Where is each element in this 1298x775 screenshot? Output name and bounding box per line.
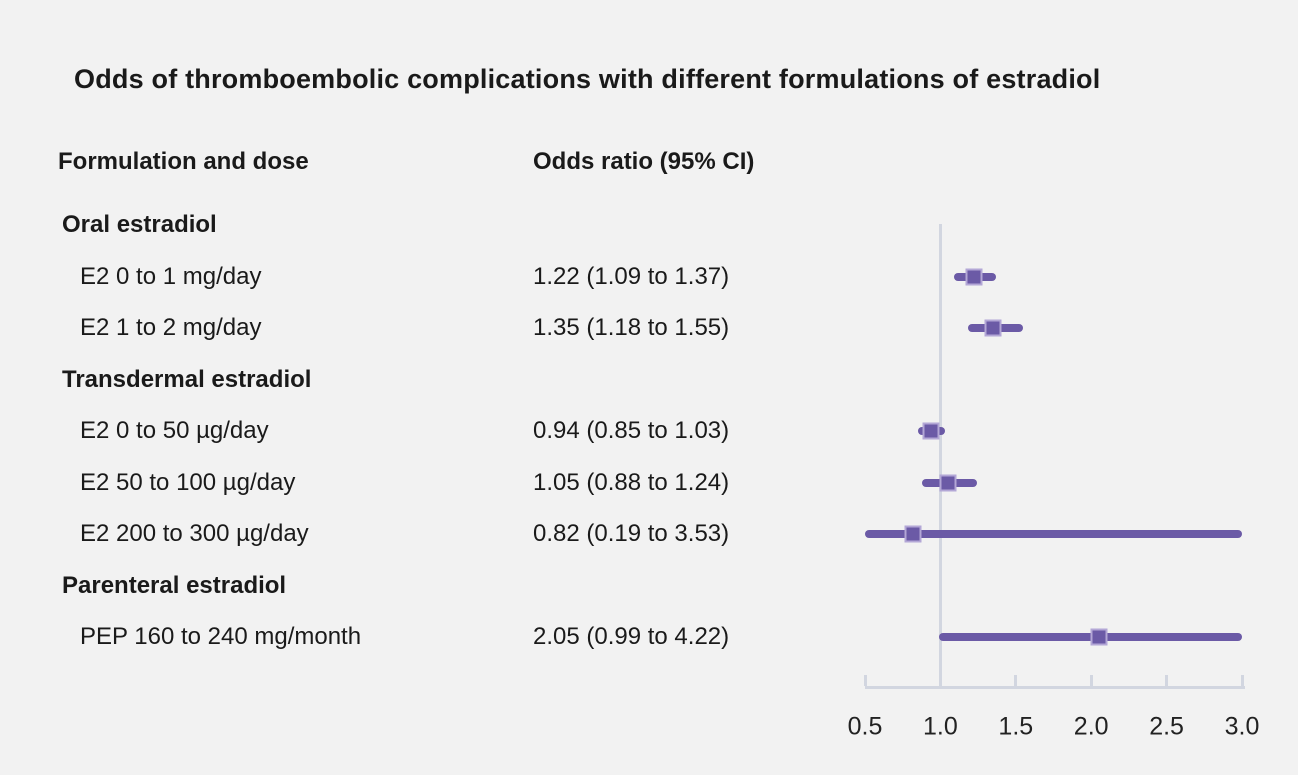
odds-ratio-value: 0.82 (0.19 to 3.53) — [533, 520, 730, 547]
column-header-formulation: Formulation and dose — [58, 148, 309, 175]
odds-ratio-value: 1.22 (1.09 to 1.37) — [533, 262, 730, 290]
x-axis-tick-label: 0.5 — [847, 712, 883, 741]
group-label: Transdermal estradiol — [62, 365, 312, 393]
point-estimate-marker — [965, 268, 983, 285]
confidence-interval-bar — [865, 530, 1242, 538]
row-label: E2 0 to 50 µg/day — [80, 417, 269, 444]
x-axis-tick — [1240, 674, 1244, 686]
odds-ratio-value: 1.05 (0.88 to 1.24) — [533, 468, 730, 496]
x-axis-tick — [1089, 674, 1093, 686]
row-label: E2 1 to 2 mg/day — [80, 314, 262, 341]
x-axis-tick — [938, 674, 942, 686]
x-axis-tick — [1165, 674, 1169, 686]
odds-ratio-value: 2.05 (0.99 to 4.22) — [533, 623, 730, 650]
x-axis-line — [865, 685, 1245, 689]
column-header-odds-ratio: Odds ratio (95% CI) — [533, 148, 755, 175]
x-axis-tick — [1014, 674, 1018, 686]
point-estimate-marker — [922, 422, 940, 440]
row-label: PEP 160 to 240 mg/month — [80, 623, 362, 650]
point-estimate-marker — [939, 474, 957, 491]
x-axis-tick-label: 1.0 — [923, 712, 958, 741]
x-axis-tick-label: 2.0 — [1073, 712, 1109, 741]
point-estimate-marker — [1090, 628, 1108, 646]
row-label: E2 0 to 1 mg/day — [80, 262, 262, 290]
group-label: Oral estradiol — [62, 211, 217, 238]
figure-title: Odds of thromboembolic complications wit… — [74, 64, 1101, 94]
point-estimate-marker — [904, 525, 922, 543]
row-label: E2 50 to 100 µg/day — [80, 468, 296, 496]
reference-line — [938, 224, 942, 687]
x-axis-tick-label: 2.5 — [1149, 712, 1184, 741]
odds-ratio-value: 1.35 (1.18 to 1.55) — [533, 314, 730, 341]
group-label: Parenteral estradiol — [62, 571, 287, 599]
x-axis-tick-label: 3.0 — [1224, 712, 1260, 741]
x-axis-tick-label: 1.5 — [998, 712, 1034, 741]
odds-ratio-value: 0.94 (0.85 to 1.03) — [533, 417, 730, 444]
x-axis-tick — [863, 674, 867, 686]
row-label: E2 200 to 300 µg/day — [80, 520, 309, 547]
point-estimate-marker — [984, 319, 1002, 337]
